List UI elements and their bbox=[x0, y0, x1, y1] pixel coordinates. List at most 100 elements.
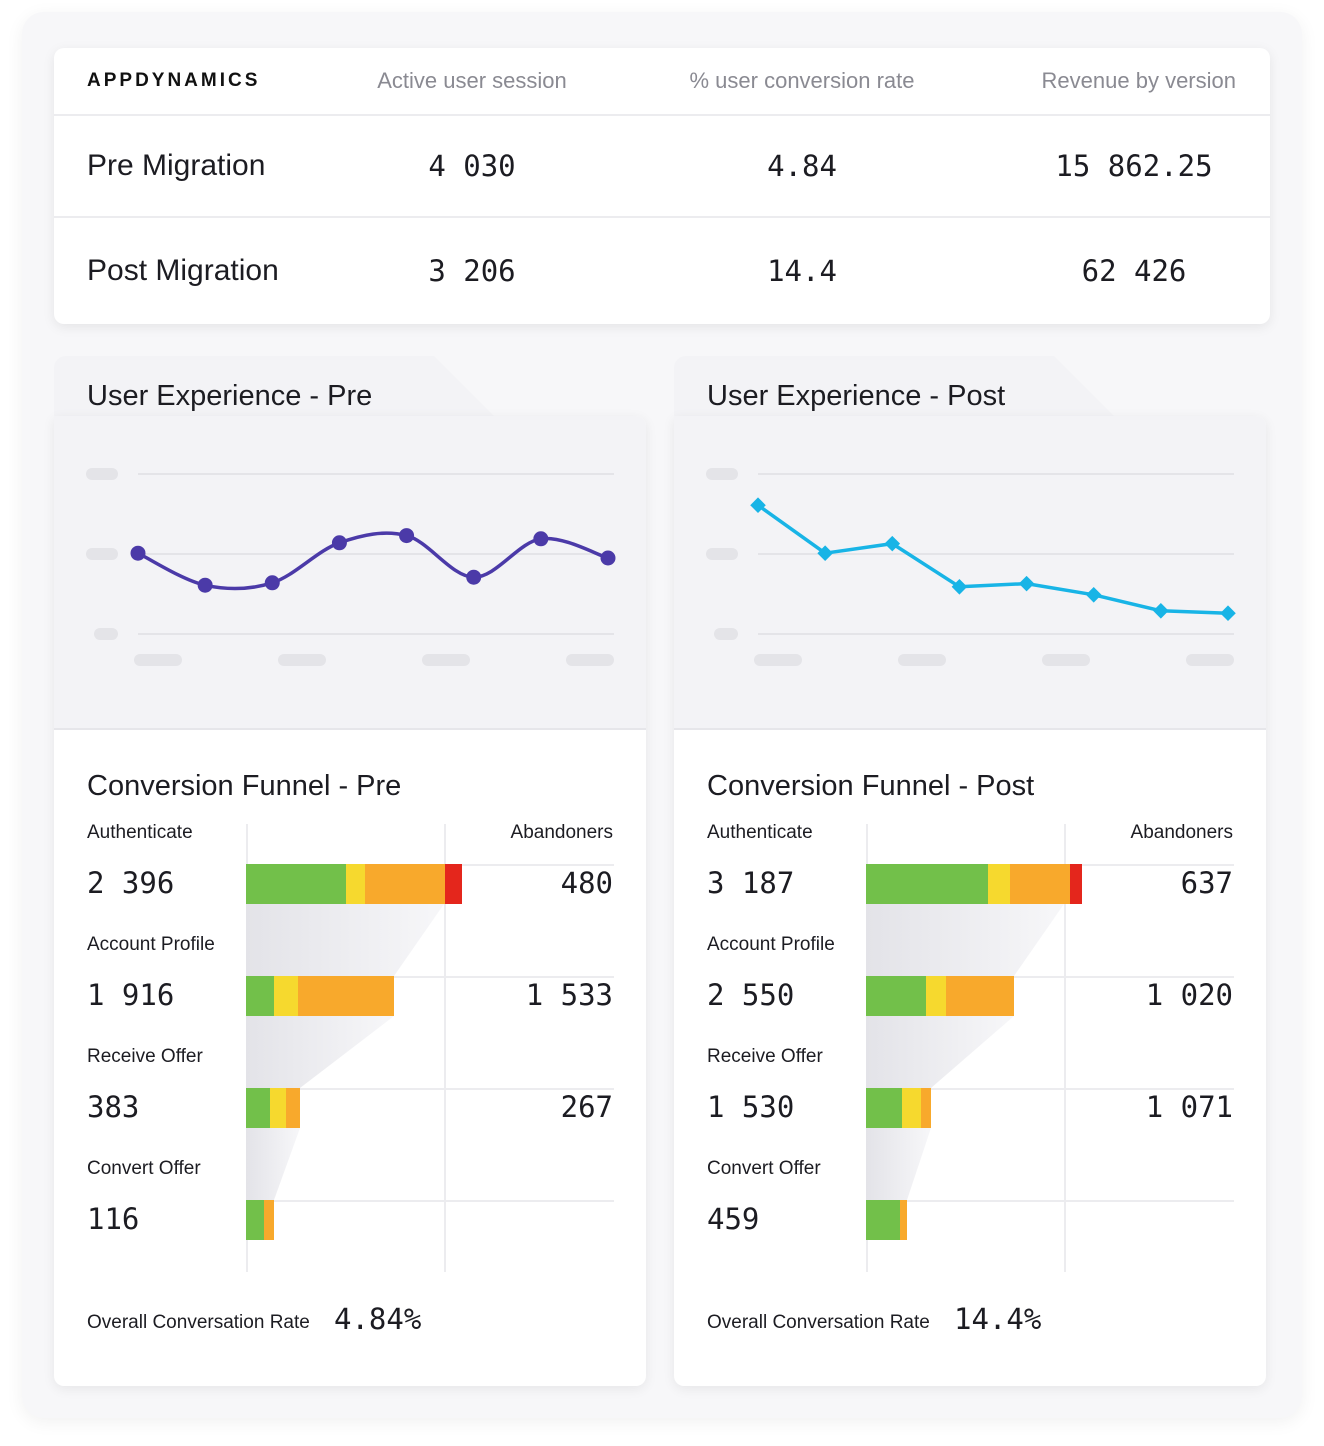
data-point[interactable] bbox=[600, 550, 616, 566]
funnel-connector bbox=[246, 1016, 394, 1088]
x-tick-placeholder bbox=[566, 654, 614, 666]
abandoners-value: 1 020 bbox=[1145, 978, 1233, 1012]
table-row: Post Migration 3 206 14.4 62 426 bbox=[54, 218, 1270, 324]
overall-rate-label-post: Overall Conversation Rate bbox=[707, 1312, 930, 1333]
ux-chart-post bbox=[706, 468, 1236, 666]
funnel-bar[interactable] bbox=[246, 1088, 300, 1128]
migration-summary-table: APPDYNAMICS Active user session % user c… bbox=[54, 48, 1270, 324]
funnel-bar[interactable] bbox=[866, 976, 1014, 1016]
funnel-bar-segment bbox=[920, 1088, 931, 1128]
pre-sessions: 4 030 bbox=[428, 149, 516, 183]
series-line bbox=[137, 531, 609, 591]
abandoners-value: 1 071 bbox=[1145, 1090, 1233, 1124]
post-sessions: 3 206 bbox=[428, 254, 516, 288]
abandoners-value: 267 bbox=[560, 1090, 613, 1124]
funnel-bar-segment bbox=[866, 1088, 903, 1128]
data-point[interactable] bbox=[951, 579, 968, 595]
panel-body-pre: Conversion Funnel - Pre Authenticate 2 39… bbox=[54, 416, 646, 1386]
funnel-title-post: Conversion Funnel - Post bbox=[707, 770, 1035, 802]
data-point[interactable] bbox=[331, 535, 347, 551]
funnel-stage-value: 383 bbox=[87, 1090, 140, 1124]
funnel-bar-segment bbox=[297, 976, 394, 1016]
funnel-divider bbox=[1064, 824, 1066, 1272]
row-label-pre: Pre Migration bbox=[87, 149, 266, 182]
pre-conversion: 4.84 bbox=[767, 149, 837, 183]
ux-title-pre: User Experience - Pre bbox=[87, 380, 373, 412]
funnel-connectors bbox=[246, 904, 444, 1200]
funnel-bar-segment bbox=[274, 976, 298, 1016]
funnel-bar-segment bbox=[346, 864, 365, 904]
x-tick-placeholder bbox=[1186, 654, 1234, 666]
funnel-stage-label: Receive Offer bbox=[707, 1046, 823, 1067]
data-point[interactable] bbox=[466, 569, 482, 585]
funnel-bar[interactable] bbox=[866, 1088, 931, 1128]
panel-pre: Conversion Funnel - Pre Authenticate 2 39… bbox=[54, 356, 646, 1386]
data-point[interactable] bbox=[1220, 605, 1236, 621]
overall-rate-value-post: 14.4% bbox=[954, 1302, 1042, 1336]
col-header-sessions: Active user session bbox=[377, 68, 567, 93]
funnel-connector bbox=[866, 904, 1064, 976]
funnel-stage-label: Authenticate bbox=[707, 822, 813, 843]
funnel-connector bbox=[246, 1128, 300, 1200]
data-point[interactable] bbox=[130, 545, 146, 561]
funnel-bar[interactable] bbox=[866, 1200, 907, 1240]
funnel-divider bbox=[444, 824, 446, 1272]
panel-body-post: Conversion Funnel - Post Authenticate 3 1… bbox=[674, 416, 1266, 1386]
funnel-bar-segment bbox=[945, 976, 1014, 1016]
funnel-bar-segment bbox=[902, 1088, 921, 1128]
funnel-bar-segment bbox=[285, 1088, 300, 1128]
funnel-stage-label: Convert Offer bbox=[87, 1158, 201, 1179]
y-tick-placeholder bbox=[86, 468, 118, 480]
y-tick-placeholder bbox=[94, 628, 118, 640]
funnel-stage-label: Receive Offer bbox=[87, 1046, 203, 1067]
abandoners-value: 1 533 bbox=[525, 978, 613, 1012]
x-tick-placeholder bbox=[754, 654, 802, 666]
col-header-revenue: Revenue by version bbox=[1041, 68, 1236, 93]
data-point[interactable] bbox=[817, 545, 833, 561]
funnel-stage-value: 459 bbox=[707, 1202, 760, 1236]
funnel-pre: Authenticate 2 396 480 Account Profile 1 916… bbox=[54, 416, 646, 1386]
funnel-row-divider bbox=[246, 1088, 614, 1090]
funnel-row-divider bbox=[866, 976, 1234, 978]
funnel-bar[interactable] bbox=[866, 864, 1082, 904]
funnel-bar-segment bbox=[1070, 864, 1082, 904]
col-header-conversion: % user conversion rate bbox=[689, 68, 915, 93]
ux-chart-pre-area bbox=[54, 416, 646, 730]
funnel-bar-segment bbox=[364, 864, 445, 904]
funnel-stage-value: 2 396 bbox=[87, 866, 175, 900]
abandoners-header: Abandoners bbox=[1130, 822, 1233, 843]
series-line bbox=[756, 503, 1229, 615]
data-point[interactable] bbox=[264, 575, 280, 591]
data-point[interactable] bbox=[399, 528, 415, 544]
funnel-bar[interactable] bbox=[246, 864, 462, 904]
funnel-row-divider bbox=[246, 1200, 614, 1202]
funnel-bar-segment bbox=[899, 1200, 907, 1240]
funnel-stage-label: Account Profile bbox=[87, 934, 215, 955]
funnel-row-divider bbox=[246, 976, 614, 978]
funnel-bar-segment bbox=[866, 864, 989, 904]
abandoners-value: 637 bbox=[1180, 866, 1233, 900]
funnel-post: Authenticate 3 187 637 Account Profile 2 550… bbox=[674, 416, 1266, 1386]
overall-rate-label-pre: Overall Conversation Rate bbox=[87, 1312, 310, 1333]
funnel-title-pre: Conversion Funnel - Pre bbox=[87, 770, 402, 802]
funnel-connector bbox=[246, 904, 444, 976]
funnel-connector bbox=[866, 1016, 1014, 1088]
funnel-bar-segment bbox=[269, 1088, 286, 1128]
funnel-bar-segment bbox=[866, 1200, 900, 1240]
data-point[interactable] bbox=[197, 577, 213, 593]
data-point[interactable] bbox=[533, 531, 549, 547]
funnel-bar-segment bbox=[1009, 864, 1071, 904]
funnel-row-divider bbox=[866, 1200, 1234, 1202]
funnel-bar-segment bbox=[444, 864, 462, 904]
data-point[interactable] bbox=[884, 535, 901, 552]
table-row: Pre Migration 4 030 4.84 15 862.25 bbox=[54, 116, 1270, 218]
y-tick-placeholder bbox=[706, 548, 738, 560]
x-tick-placeholder bbox=[898, 654, 946, 666]
funnel-bar-segment bbox=[246, 864, 347, 904]
y-tick-placeholder bbox=[86, 548, 118, 560]
funnel-bar[interactable] bbox=[246, 976, 394, 1016]
x-tick-placeholder bbox=[278, 654, 326, 666]
funnel-bar[interactable] bbox=[246, 1200, 274, 1240]
funnel-bar-segment bbox=[925, 976, 946, 1016]
funnel-stage-label: Convert Offer bbox=[707, 1158, 821, 1179]
